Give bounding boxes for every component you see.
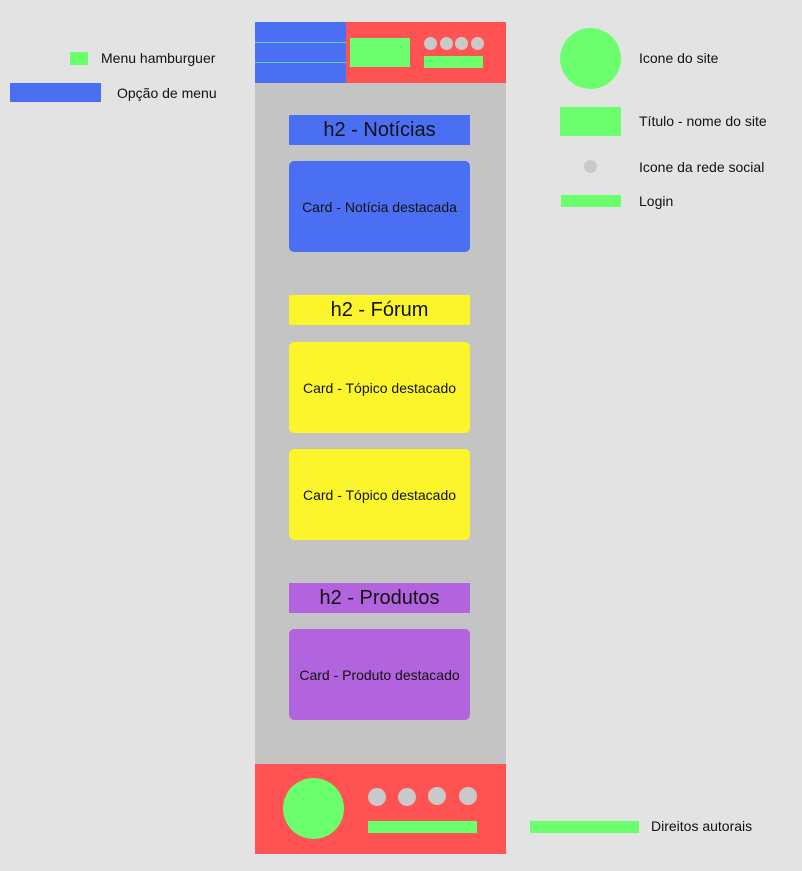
footer-social-icon[interactable] xyxy=(428,787,446,805)
legend-hamburger-label: Menu hamburguer xyxy=(101,50,216,66)
footer-social-icon[interactable] xyxy=(368,788,386,806)
legend-copyright-label: Direitos autorais xyxy=(651,818,753,834)
news-card[interactable]: Card - Notícia destacada xyxy=(289,161,470,252)
footer-social-icon[interactable] xyxy=(459,787,477,805)
site-title-block[interactable] xyxy=(350,38,410,67)
legend-menu-option-swatch xyxy=(10,83,101,102)
forum-card[interactable]: Card - Tópico destacado xyxy=(289,342,470,433)
social-icon[interactable] xyxy=(440,37,453,50)
social-icon[interactable] xyxy=(455,37,468,50)
legend-social-icon-label: Icone da rede social xyxy=(639,159,765,175)
legend-site-title-swatch xyxy=(560,107,621,136)
forum-card[interactable]: Card - Tópico destacado xyxy=(289,449,470,540)
login-button[interactable] xyxy=(424,56,483,68)
legend-site-title-label: Título - nome do site xyxy=(639,113,767,129)
menu-option-divider xyxy=(255,62,346,63)
legend-menu-option-label: Opção de menu xyxy=(117,85,217,101)
news-heading: h2 - Notícias xyxy=(289,115,470,145)
social-icon[interactable] xyxy=(471,37,484,50)
legend-login-label: Login xyxy=(639,193,674,209)
product-card[interactable]: Card - Produto destacado xyxy=(289,629,470,720)
legend-social-icon-swatch xyxy=(584,160,597,173)
legend-login-swatch xyxy=(561,195,621,207)
menu-option-divider xyxy=(255,42,346,43)
mobile-page-mockup xyxy=(255,22,506,854)
legend-hamburger-swatch xyxy=(70,52,88,65)
legend-site-icon-swatch xyxy=(560,28,621,89)
footer-site-icon[interactable] xyxy=(283,778,344,839)
forum-heading: h2 - Fórum xyxy=(289,295,470,325)
footer-social-icon[interactable] xyxy=(398,788,416,806)
hamburger-menu[interactable] xyxy=(255,22,346,83)
legend-copyright-swatch xyxy=(530,821,639,833)
products-heading: h2 - Produtos xyxy=(289,583,470,613)
copyright-block xyxy=(368,821,477,833)
social-icon[interactable] xyxy=(424,37,437,50)
legend-site-icon-label: Icone do site xyxy=(639,50,719,66)
